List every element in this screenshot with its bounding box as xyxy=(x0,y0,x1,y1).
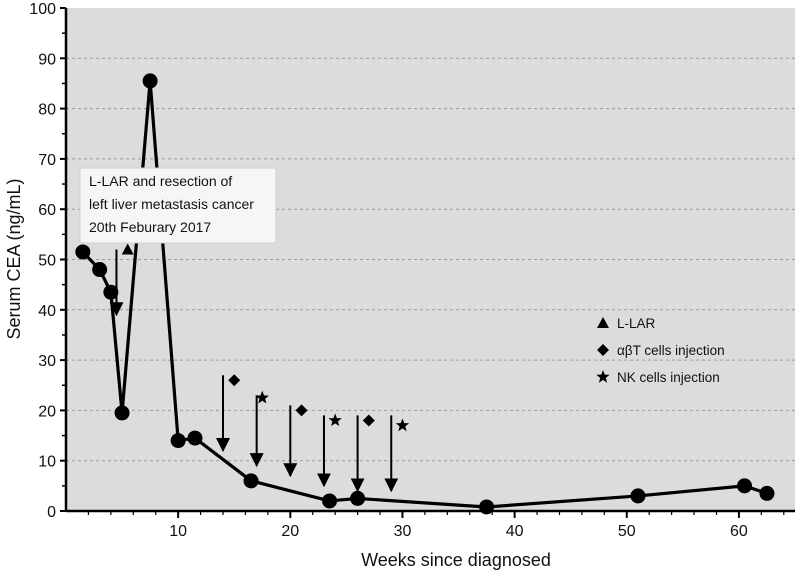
data-point xyxy=(92,262,108,278)
legend-label-2: αβT cells injection xyxy=(617,343,725,358)
markers xyxy=(121,243,410,432)
y-tick-label-10: 10 xyxy=(38,454,56,471)
legend-triangle-icon xyxy=(597,317,609,328)
annotation-line-3: 20th Feburary 2017 xyxy=(89,219,211,235)
data-point xyxy=(630,488,646,504)
legend-label-1: L-LAR xyxy=(617,316,656,331)
annotation-box: L-LAR and resection of left liver metast… xyxy=(79,167,277,244)
data-point xyxy=(170,433,186,449)
y-axis-title: Serum CEA (ng/mL) xyxy=(4,178,24,339)
legend: L-LAR αβT cells injection NK cells injecti… xyxy=(596,316,725,385)
y-tick-label-90: 90 xyxy=(38,51,56,68)
x-tick-label-40: 40 xyxy=(506,523,524,540)
y-tick-label-80: 80 xyxy=(38,102,56,119)
y-tick-label-50: 50 xyxy=(38,253,56,270)
y-tick-label-60: 60 xyxy=(38,202,56,219)
y-tick-label-20: 20 xyxy=(38,403,56,420)
data-point xyxy=(350,490,366,506)
data-point xyxy=(103,284,119,300)
data-point xyxy=(243,473,259,489)
data-point xyxy=(114,405,130,421)
x-tick-label-50: 50 xyxy=(618,523,636,540)
legend-star-icon xyxy=(596,370,610,383)
x-axis-title: Weeks since diagnosed xyxy=(361,550,551,570)
data-point xyxy=(75,244,91,260)
y-tick-label-0: 0 xyxy=(47,504,56,521)
y-tick-label-100: 100 xyxy=(29,1,56,18)
legend-label-3: NK cells injection xyxy=(617,370,720,385)
y-tick-label-30: 30 xyxy=(38,353,56,370)
arrows xyxy=(109,249,399,493)
y-tick-label-70: 70 xyxy=(38,152,56,169)
y-tick-label-40: 40 xyxy=(38,303,56,320)
x-tick-label-20: 20 xyxy=(281,523,299,540)
star-marker-7 xyxy=(395,418,410,432)
triangle-marker-1 xyxy=(121,243,134,255)
annotation-line-1: L-LAR and resection of xyxy=(89,173,232,189)
annotation-background xyxy=(79,167,277,244)
legend-diamond-icon xyxy=(597,344,609,356)
x-tick-label-10: 10 xyxy=(169,523,187,540)
data-point xyxy=(759,485,775,501)
annotation-line-2: left liver metastasis cancer xyxy=(89,196,254,212)
star-marker-3 xyxy=(255,390,269,404)
data-point xyxy=(737,478,753,494)
diamond-marker-6 xyxy=(362,414,375,427)
star-marker-5 xyxy=(328,413,342,427)
diamond-marker-2 xyxy=(228,374,241,387)
x-tick-label-30: 30 xyxy=(394,523,412,540)
data-point xyxy=(142,73,158,89)
data-point xyxy=(322,493,338,509)
diamond-marker-4 xyxy=(295,404,308,417)
ticks: 0 10 20 30 40 50 60 70 80 90 100 10 20 30 40 50 60 xyxy=(29,1,785,540)
data-point xyxy=(479,499,495,515)
data-point xyxy=(187,430,203,446)
x-tick-label-60: 60 xyxy=(730,523,748,540)
